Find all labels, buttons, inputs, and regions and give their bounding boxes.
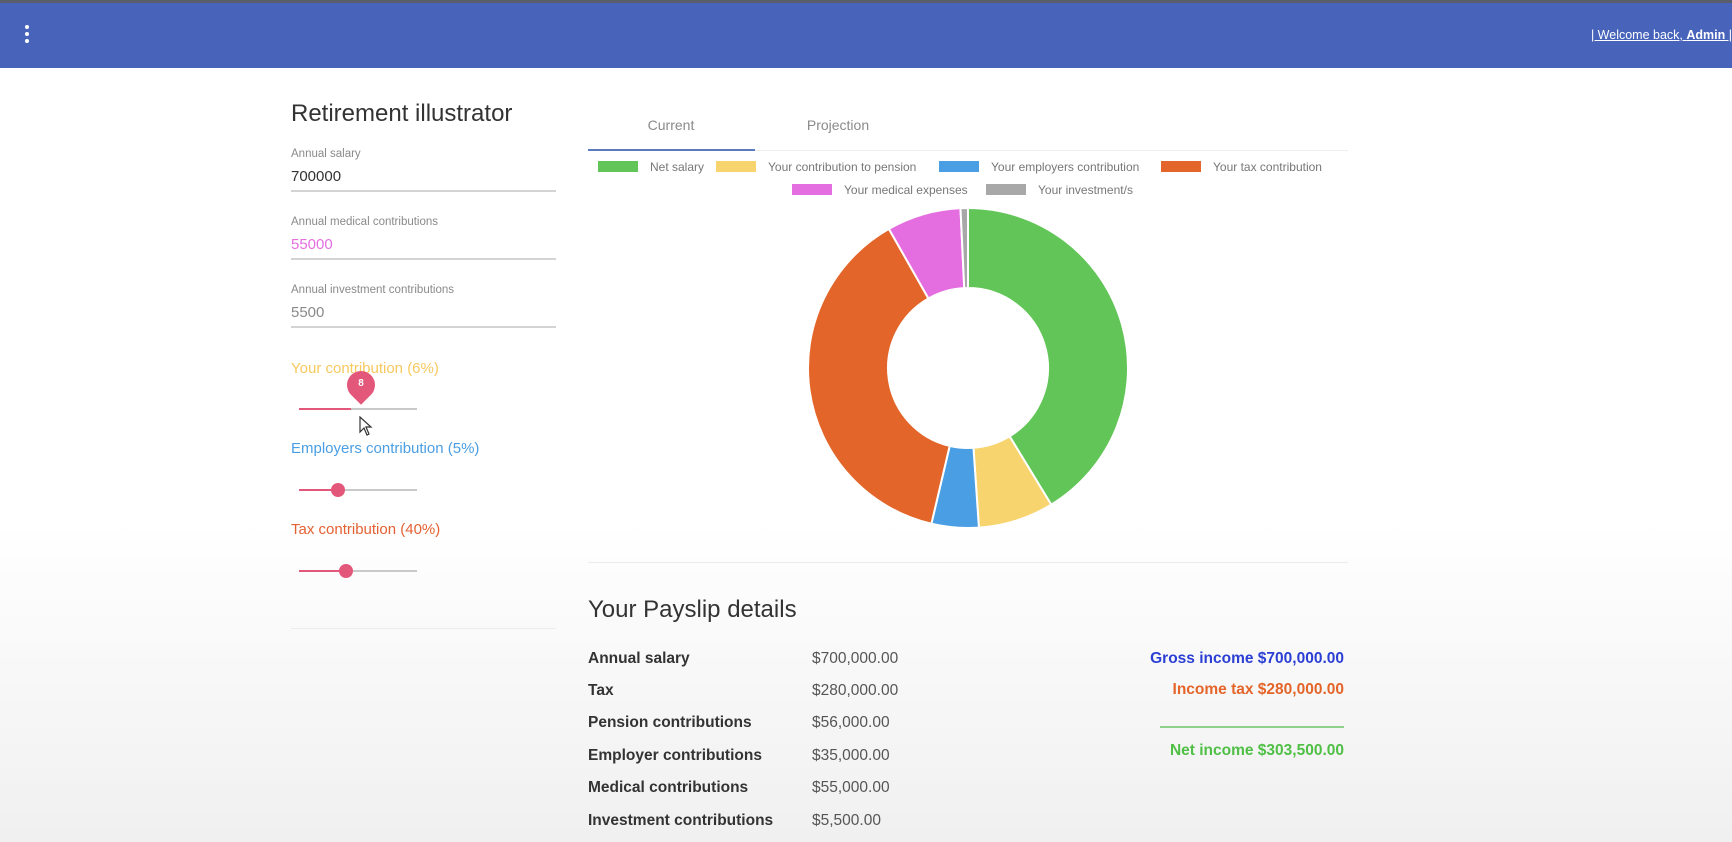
row-label: Investment contributions bbox=[588, 812, 774, 829]
legend-swatch bbox=[1161, 161, 1201, 172]
illustrator-panel: Retirement illustrator Annual salary 700… bbox=[291, 100, 556, 629]
welcome-link[interactable]: | Welcome back, Admin | bbox=[1591, 28, 1732, 42]
legend-swatch bbox=[792, 184, 832, 195]
welcome-user: Admin bbox=[1686, 28, 1726, 42]
slider-fill bbox=[299, 408, 351, 410]
tax-contribution-slider[interactable] bbox=[299, 564, 417, 578]
mouse-cursor-icon bbox=[359, 416, 373, 436]
chart-divider bbox=[588, 562, 1348, 563]
legend-item-medical[interactable]: Your medical expenses bbox=[792, 183, 968, 197]
investment-contributions-label: Annual investment contributions bbox=[291, 284, 455, 296]
tax-contribution-label: Tax contribution (40%) bbox=[291, 521, 441, 538]
legend-label: Your employers contribution bbox=[991, 160, 1140, 174]
slider-track bbox=[299, 489, 417, 491]
legend-label: Your medical expenses bbox=[844, 183, 968, 197]
gross-income: Gross income $700,000.00 bbox=[1150, 650, 1344, 667]
slider-fill bbox=[299, 570, 346, 572]
panel-divider bbox=[291, 628, 556, 629]
row-value: $56,000.00 bbox=[812, 714, 890, 731]
investment-contributions-field[interactable]: Annual investment contributions 5500 bbox=[291, 284, 556, 328]
employers-contribution-slider[interactable] bbox=[299, 483, 417, 497]
slider-track bbox=[299, 570, 417, 572]
slider-pin-value: 8 bbox=[358, 378, 364, 389]
legend-swatch bbox=[598, 161, 638, 172]
row-value: $700,000.00 bbox=[812, 650, 899, 667]
payslip-row: Medical contributions $55,000.00 bbox=[588, 779, 1008, 803]
legend-item-pension[interactable]: Your contribution to pension bbox=[716, 160, 916, 174]
investment-contributions-input[interactable]: 5500 bbox=[291, 304, 325, 321]
legend-swatch bbox=[716, 161, 756, 172]
slice-investments[interactable] bbox=[959, 206, 969, 290]
legend-label: Net salary bbox=[650, 160, 705, 174]
payslip-row: Tax $280,000.00 bbox=[588, 682, 1008, 706]
slice-tax[interactable] bbox=[807, 227, 951, 525]
your-contribution-label: Your contribution (6%) bbox=[291, 360, 439, 377]
row-value: $35,000.00 bbox=[812, 747, 890, 764]
legend-swatch bbox=[939, 161, 979, 172]
row-value: $280,000.00 bbox=[812, 682, 899, 699]
payslip-title: Your Payslip details bbox=[588, 596, 797, 623]
medical-contributions-input[interactable]: 55000 bbox=[291, 236, 333, 253]
payslip-row: Pension contributions $56,000.00 bbox=[588, 714, 1008, 738]
welcome-prefix: | Welcome back, bbox=[1590, 28, 1687, 42]
legend-label: Your investment/s bbox=[1038, 183, 1133, 197]
active-tab-indicator bbox=[588, 149, 755, 151]
legend-item-investments[interactable]: Your investment/s bbox=[986, 183, 1133, 197]
row-label: Pension contributions bbox=[588, 714, 752, 731]
legend-swatch bbox=[986, 184, 1026, 195]
app-header: | Welcome back, Admin | bbox=[0, 0, 1732, 68]
page-title: Retirement illustrator bbox=[291, 100, 513, 127]
more-vert-icon[interactable] bbox=[20, 25, 34, 49]
slider-thumb[interactable] bbox=[331, 483, 345, 497]
annual-salary-input[interactable]: 700000 bbox=[291, 168, 342, 185]
legend-item-net-salary[interactable]: Net salary bbox=[598, 160, 704, 174]
slider-fill bbox=[299, 489, 338, 491]
summary-divider bbox=[1160, 726, 1344, 728]
slider-track bbox=[299, 408, 417, 410]
row-label: Employer contributions bbox=[588, 747, 762, 764]
row-label: Medical contributions bbox=[588, 779, 749, 796]
doughnut-chart bbox=[807, 206, 1129, 529]
net-income: Net income $303,500.00 bbox=[1169, 742, 1344, 759]
view-tabs: Current Projection bbox=[588, 104, 1348, 151]
annual-salary-label: Annual salary bbox=[291, 148, 361, 160]
medical-contributions-label: Annual medical contributions bbox=[291, 216, 439, 228]
tab-projection[interactable]: Projection bbox=[806, 117, 870, 133]
employers-contribution-label: Employers contribution (5%) bbox=[291, 440, 480, 457]
legend-item-tax[interactable]: Your tax contribution bbox=[1161, 160, 1322, 174]
your-contribution-slider[interactable] bbox=[299, 402, 417, 416]
slider-thumb[interactable] bbox=[339, 564, 353, 578]
row-value: $55,000.00 bbox=[812, 779, 890, 796]
row-label: Annual salary bbox=[588, 650, 690, 667]
row-label: Tax bbox=[588, 682, 614, 699]
medical-contributions-field[interactable]: Annual medical contributions 55000 bbox=[291, 216, 556, 260]
tab-current[interactable]: Current bbox=[647, 117, 695, 133]
row-value: $5,500.00 bbox=[812, 812, 881, 829]
payslip-row: Investment contributions $5,500.00 bbox=[588, 812, 1008, 836]
income-tax: Income tax $280,000.00 bbox=[1172, 681, 1344, 698]
legend-label: Your tax contribution bbox=[1213, 160, 1322, 174]
welcome-suffix: | bbox=[1725, 28, 1732, 42]
payslip-row: Employer contributions $35,000.00 bbox=[588, 747, 1008, 771]
annual-salary-field[interactable]: Annual salary 700000 bbox=[291, 148, 556, 192]
legend-item-employers[interactable]: Your employers contribution bbox=[939, 160, 1139, 174]
slice-net-salary[interactable] bbox=[967, 206, 1129, 507]
legend-label: Your contribution to pension bbox=[768, 160, 917, 174]
payslip-row: Annual salary $700,000.00 bbox=[588, 650, 1008, 674]
